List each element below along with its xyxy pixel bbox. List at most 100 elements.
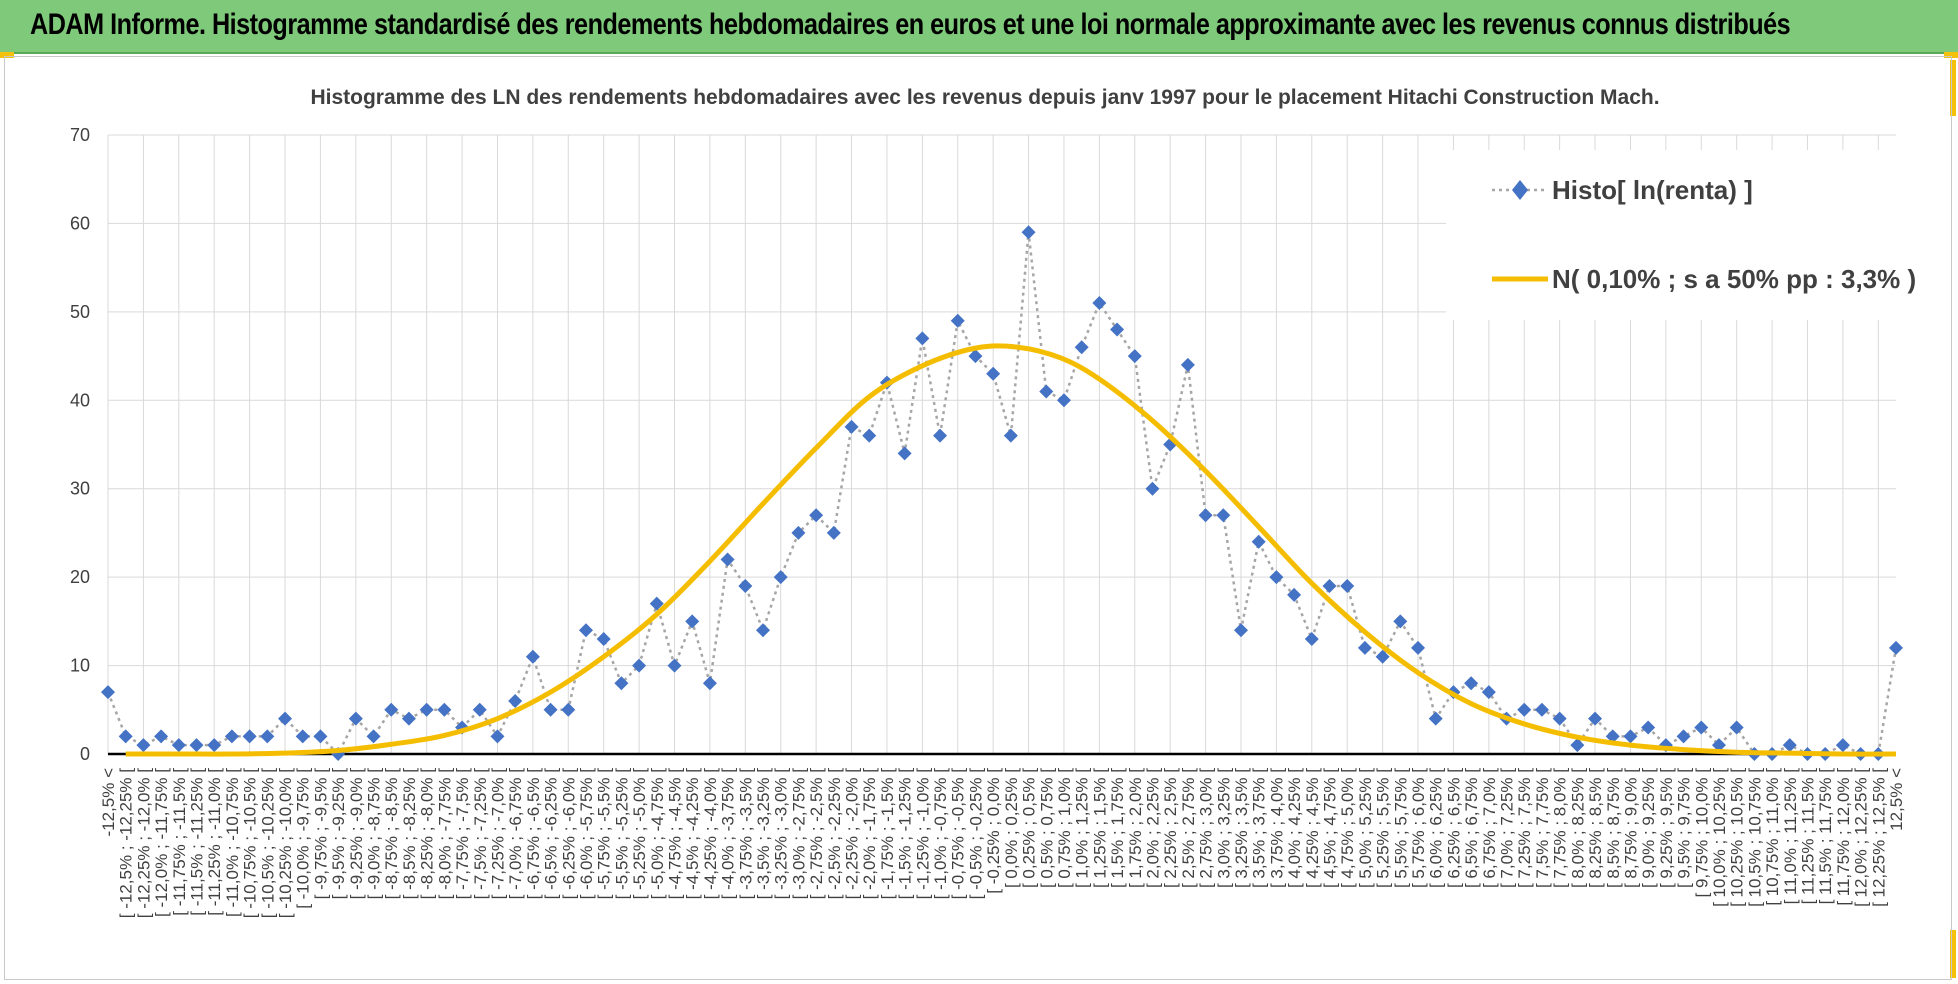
- x-tick-group: [ -11,5% ; -11,25% [: [188, 768, 207, 916]
- x-tick-label: [ -12,0% ; -11,75% [: [152, 768, 171, 917]
- histogram-point: [968, 349, 983, 364]
- x-tick-group: [ 6,5% ; 6,75% [: [1462, 768, 1481, 888]
- x-tick-group: [ 5,25% ; 5,5% [: [1374, 768, 1393, 888]
- x-tick-label: [ 3,0% ; 3,25% [: [1214, 768, 1233, 888]
- x-tick-group: [ -11,75% ; -11,5% [: [170, 768, 189, 916]
- x-tick-group: [ -0,5% ; -0,25% [: [966, 768, 985, 900]
- x-tick-label: [ -7,75% ; -7,5% [: [453, 768, 472, 900]
- x-tick-group: [ -6,25% ; -6,0% [: [559, 768, 578, 900]
- histogram-point: [171, 738, 186, 753]
- histogram-point: [791, 525, 806, 540]
- histogram-point: [136, 738, 151, 753]
- x-tick-group: [ -4,25% ; -4,0% [: [701, 768, 720, 900]
- x-tick-group: [ 1,75% ; 2,0% [: [1126, 768, 1145, 888]
- x-tick-group: [ 0,0% ; 0,25% [: [1002, 768, 1021, 888]
- x-tick-label: [ 4,75% ; 5,0% [: [1338, 768, 1357, 888]
- histogram-point: [1428, 711, 1443, 726]
- x-tick-group: [ -11,25% ; -11,0% [: [205, 768, 224, 916]
- histogram-point: [1357, 640, 1372, 655]
- x-tick-group: [ 11,0% ; 11,25% [: [1781, 768, 1800, 905]
- histogram-point: [897, 446, 912, 461]
- histogram-point: [1393, 614, 1408, 629]
- y-tick-label: 40: [70, 390, 90, 410]
- x-tick-label: [ 10,25% ; 10,5% [: [1728, 768, 1747, 907]
- x-tick-label: [ -6,5% ; -6,25% [: [542, 768, 561, 900]
- histogram-point: [844, 419, 859, 434]
- histogram-point: [1411, 640, 1426, 655]
- edge-marker-bottom-right: [1950, 930, 1956, 978]
- x-tick-label: [ 3,75% ; 4,0% [: [1267, 768, 1286, 888]
- x-tick-label: [ -8,5% ; -8,25% [: [400, 768, 419, 900]
- x-tick-group: [ 5,75% ; 6,0% [: [1409, 768, 1428, 888]
- x-tick-label: [ -5,5% ; -5,25% [: [612, 768, 631, 900]
- histogram-point: [1287, 587, 1302, 602]
- x-tick-group: [ 12,25% ; 12,5% [: [1869, 768, 1888, 907]
- x-tick-group: [ 7,25% ; 7,5% [: [1515, 768, 1534, 888]
- x-tick-label: [ 11,75% ; 12,0% [: [1834, 768, 1853, 906]
- histogram-point: [685, 614, 700, 629]
- x-tick-label: [ 10,75% ; 11,0% [: [1763, 768, 1782, 906]
- histogram-point: [101, 685, 115, 700]
- x-tick-group: [ -5,25% ; -5,0% [: [630, 768, 649, 900]
- x-tick-group: [ 4,0% ; 4,25% [: [1285, 768, 1304, 888]
- x-tick-group: [ -12,25% ; -12,0% [: [134, 768, 153, 919]
- histogram-point: [1251, 534, 1266, 549]
- histogram-point: [366, 729, 381, 744]
- x-tick-label: [ 2,75% ; 3,0% [: [1197, 768, 1216, 888]
- x-tick-label: [ -2,25% ; -2,0% [: [843, 768, 862, 900]
- x-tick-label: [ 2,5% ; 2,75% [: [1179, 768, 1198, 888]
- x-tick-label: [ -0,75% ; -0,5% [: [949, 768, 968, 900]
- x-tick-label: [ 6,5% ; 6,75% [: [1462, 768, 1481, 888]
- x-tick-label: [ 9,0% ; 9,25% [: [1639, 768, 1658, 888]
- series-histogram: [101, 225, 1903, 761]
- legend-histo-label: Histo[ ln(renta) ]: [1552, 175, 1753, 205]
- x-tick-label: [ -4,0% ; -3,75% [: [719, 768, 738, 900]
- histogram-point: [614, 676, 629, 691]
- x-tick-label: [ 9,25% ; 9,5% [: [1657, 768, 1676, 888]
- x-tick-label: [ -7,25% ; -7,0% [: [488, 768, 507, 900]
- x-tick-label: [ -4,25% ; -4,0% [: [701, 768, 720, 900]
- x-tick-label: [ -6,0% ; -5,75% [: [577, 768, 596, 900]
- x-tick-label: [ 1,75% ; 2,0% [: [1126, 768, 1145, 888]
- x-tick-group: [ -10,0% ; -9,75% [: [294, 768, 313, 909]
- x-tick-label: [ 0,0% ; 0,25% [: [1002, 768, 1021, 888]
- x-tick-group: [ 8,5% ; 8,75% [: [1604, 768, 1623, 888]
- x-tick-label: [ -3,5% ; -3,25% [: [754, 768, 773, 900]
- x-tick-group: [ 5,0% ; 5,25% [: [1356, 768, 1375, 888]
- histogram-point: [1588, 711, 1603, 726]
- x-tick-group: [ -9,75% ; -9,5% [: [311, 768, 330, 900]
- x-tick-group: [ -7,75% ; -7,5% [: [453, 768, 472, 900]
- x-tick-label: [ 6,25% ; 6,5% [: [1444, 768, 1463, 888]
- histogram-point: [826, 525, 841, 540]
- chart-title: Histogramme des LN des rendements hebdom…: [310, 86, 1659, 109]
- x-tick-label: [ -3,75% ; -3,5% [: [736, 768, 755, 900]
- histogram-point: [1623, 729, 1638, 744]
- x-tick-group: [ 0,25% ; 0,5% [: [1020, 768, 1039, 888]
- x-tick-group: [ 10,75% ; 11,0% [: [1763, 768, 1782, 906]
- x-tick-label: [ 9,5% ; 9,75% [: [1675, 768, 1694, 888]
- x-tick-group: [ 3,75% ; 4,0% [: [1267, 768, 1286, 888]
- x-tick-label: [ -12,5% ; -12,25% [: [117, 768, 136, 919]
- histogram-point: [1304, 632, 1319, 647]
- x-tick-group: [ -3,5% ; -3,25% [: [754, 768, 773, 900]
- histogram-point: [1729, 720, 1744, 735]
- histogram-point: [419, 702, 434, 717]
- x-tick-group: [ 1,5% ; 1,75% [: [1108, 768, 1127, 888]
- x-tick-label: [ -2,75% ; -2,5% [: [807, 768, 826, 900]
- x-tick-group: [ 7,5% ; 7,75% [: [1533, 768, 1552, 888]
- histogram-point: [1694, 720, 1709, 735]
- x-tick-group: [ 7,0% ; 7,25% [: [1498, 768, 1517, 888]
- histogram-point: [1676, 729, 1691, 744]
- histogram-point: [224, 729, 239, 744]
- histogram-point: [1216, 508, 1231, 523]
- x-tick-group: [ 2,75% ; 3,0% [: [1197, 768, 1216, 888]
- x-tick-group: [ -1,5% ; -1,25% [: [896, 768, 915, 900]
- x-tick-group: [ 9,75% ; 10,0% [: [1692, 768, 1711, 898]
- x-tick-label: [ -2,0% ; -1,75% [: [860, 768, 879, 900]
- x-tick-group: [ 12,0% ; 12,25% [: [1852, 768, 1871, 907]
- x-tick-label: [ 7,25% ; 7,5% [: [1515, 768, 1534, 888]
- x-tick-label: [ 5,25% ; 5,5% [: [1374, 768, 1393, 888]
- histogram-point: [1056, 393, 1071, 408]
- x-tick-group: [ -4,0% ; -3,75% [: [719, 768, 738, 900]
